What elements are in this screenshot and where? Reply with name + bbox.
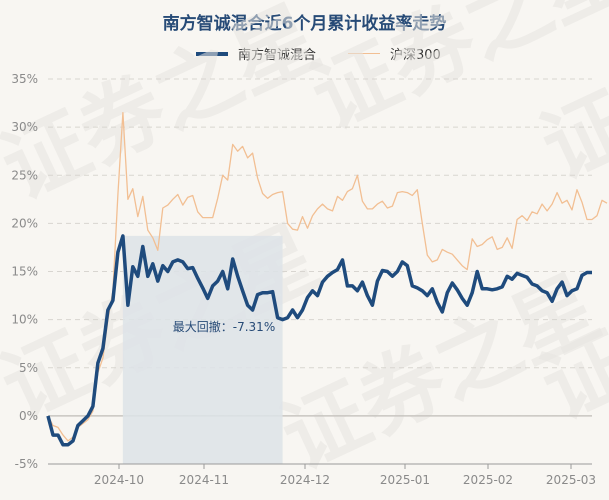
y-tick-label: 25%: [11, 168, 38, 182]
max-drawdown-annotation: 最大回撤：-7.31%: [173, 319, 275, 334]
y-tick-label: 5%: [19, 361, 38, 375]
y-tick-label: 35%: [11, 72, 38, 86]
legend-swatch-fund: [196, 51, 228, 56]
series-lines: [46, 112, 608, 447]
grid-lines: [48, 78, 592, 417]
y-tick-label: -5%: [15, 457, 38, 471]
y-tick-label: 0%: [19, 409, 38, 423]
y-tick-label: 30%: [11, 120, 38, 134]
x-tick-label: 2025-02: [463, 473, 513, 487]
y-tick-label: 10%: [11, 313, 38, 327]
y-tick-label: 20%: [11, 216, 38, 230]
series-line-index: [47, 112, 608, 442]
x-tick-label: 2024-10: [94, 473, 144, 487]
watermark-text: 证券之星: [0, 0, 333, 218]
legend-label-index: 沪深300: [390, 48, 441, 63]
series-line-fund: [46, 234, 592, 447]
chart-title: 南方智诚混合近6个月累计收益率走势: [162, 14, 447, 34]
x-axis: 2024-10 2024-11 2024-12 2025-01 2025-02 2025-…: [48, 463, 596, 487]
max-drawdown-label: 最大回撤：-7.31%: [173, 319, 275, 334]
x-tick-label: 2025-03: [546, 473, 596, 487]
legend-label-fund: 南方智诚混合: [238, 48, 317, 63]
legend-item-fund[interactable]: 南方智诚混合: [196, 44, 316, 63]
x-tick-label: 2024-11: [179, 473, 229, 487]
legend-swatch-index: [348, 53, 380, 54]
y-axis: -5% 0% 5% 10% 15% 20% 25% 30% 35%: [11, 72, 38, 471]
y-tick-label: 15%: [11, 265, 38, 279]
x-tick-label: 2025-01: [380, 473, 430, 487]
chart-legend: 南方智诚混合 沪深300: [0, 44, 609, 64]
legend-item-index[interactable]: 沪深300: [348, 44, 441, 63]
x-tick-label: 2024-12: [280, 473, 330, 487]
